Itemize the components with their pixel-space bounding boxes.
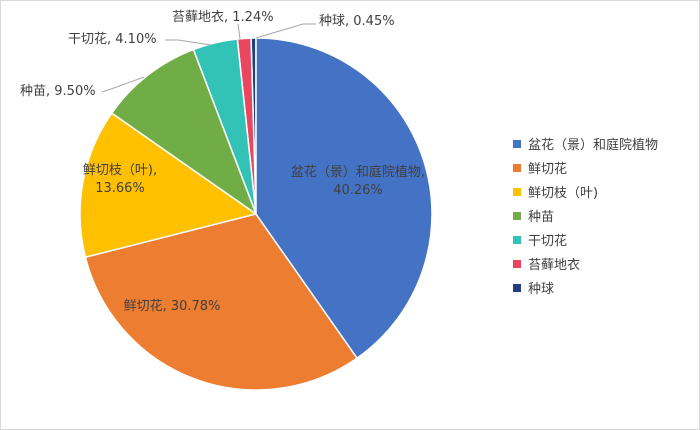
data-label: 鲜切枝（叶), 13.66% xyxy=(82,163,158,196)
legend-item: 种苗 xyxy=(513,206,554,225)
data-label: 种球, 0.45% xyxy=(319,14,395,29)
legend-label: 鲜切枝（叶) xyxy=(528,186,599,201)
legend-item: 鲜切枝（叶) xyxy=(513,182,598,201)
pie-slice xyxy=(110,48,258,217)
legend-item: 鲜切花 xyxy=(513,158,567,177)
leader-line xyxy=(255,23,316,39)
data-label: 苔藓地衣, 1.24% xyxy=(172,10,274,25)
leader-line xyxy=(101,76,145,93)
legend-label: 干切花 xyxy=(528,234,568,249)
legend-label: 苔藓地衣 xyxy=(528,258,581,273)
data-label: 干切花, 4.10% xyxy=(68,32,157,47)
legend-swatch xyxy=(513,164,521,172)
legend-swatch xyxy=(513,212,521,220)
legend-swatch xyxy=(513,284,521,292)
legend-label: 鲜切花 xyxy=(528,162,568,177)
legend-label: 盆花（景）和庭院植物 xyxy=(528,138,659,153)
legend-label: 种球 xyxy=(528,282,555,297)
pie-slice xyxy=(255,37,433,360)
data-label: 盆花（景）和庭院植物, 40.26% xyxy=(290,165,426,198)
legend-swatch xyxy=(513,260,521,268)
legend-swatch xyxy=(513,140,521,148)
legend-item: 盆花（景）和庭院植物 xyxy=(513,134,658,153)
legend-label: 种苗 xyxy=(528,210,555,225)
legend-item: 种球 xyxy=(513,278,554,297)
data-label: 鲜切花, 30.78% xyxy=(123,299,221,314)
legend-swatch xyxy=(513,236,521,244)
legend-item: 干切花 xyxy=(513,230,567,249)
data-label: 种苗, 9.50% xyxy=(20,84,96,99)
pie-slice xyxy=(79,112,258,259)
legend-swatch xyxy=(513,188,521,196)
leader-line xyxy=(165,39,212,46)
legend-item: 苔藓地衣 xyxy=(513,254,580,273)
pie-slice xyxy=(84,213,359,391)
leader-line xyxy=(237,23,241,40)
